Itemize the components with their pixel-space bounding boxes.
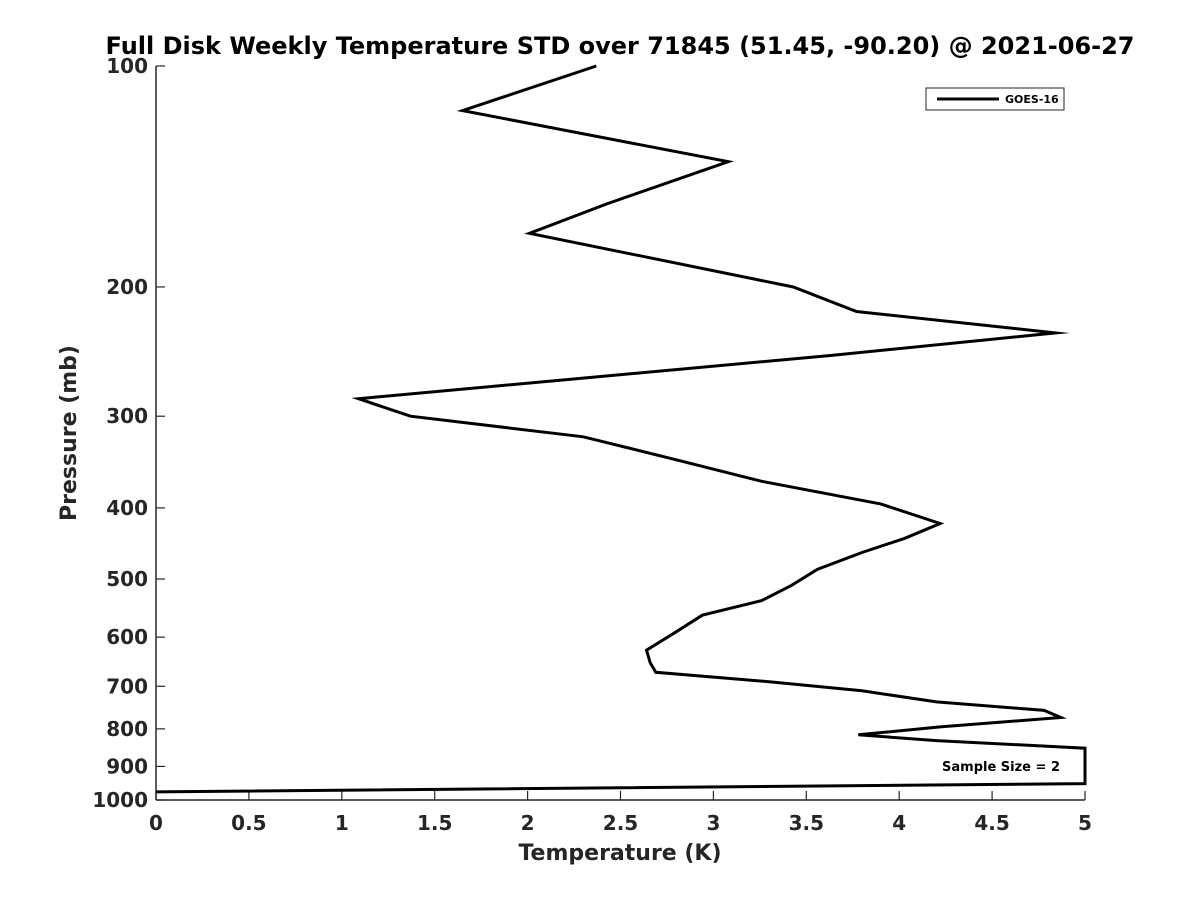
y-tick-label: 500 (106, 567, 148, 591)
x-tick-label: 0.5 (231, 811, 266, 835)
x-tick-label: 2.5 (603, 811, 638, 835)
legend: GOES-16 (925, 87, 1065, 111)
plot-area (156, 66, 1085, 800)
y-tick-label: 300 (106, 404, 148, 428)
x-tick-label: 4 (892, 811, 906, 835)
x-tick-label: 5 (1078, 811, 1092, 835)
x-tick-label: 4.5 (974, 811, 1009, 835)
series-layer (155, 64, 1087, 794)
x-tick-label: 1 (335, 811, 349, 835)
x-axis-ticks: 0 0.5 1 1.5 2 2.5 3 3.5 4 4.5 5 (149, 791, 1092, 835)
y-tick-label: 100 (106, 54, 148, 78)
y-axis-label: Pressure (mb) (57, 345, 82, 521)
y-tick-label: 400 (106, 496, 148, 520)
x-tick-label: 1.5 (417, 811, 452, 835)
x-tick-label: 2 (521, 811, 535, 835)
y-tick-label: 800 (106, 717, 148, 741)
x-axis-label: Temperature (K) (518, 841, 721, 866)
sample-size-annotation: Sample Size = 2 (942, 760, 1060, 775)
y-tick-label: 200 (106, 275, 148, 299)
y-tick-label: 1000 (92, 788, 148, 812)
legend-label-goes-16: GOES-16 (1005, 93, 1059, 106)
y-tick-label: 900 (106, 754, 148, 778)
chart-title: Full Disk Weekly Temperature STD over 71… (106, 32, 1135, 60)
y-tick-label: 600 (106, 625, 148, 649)
x-tick-label: 3 (706, 811, 720, 835)
series-line-goes-16 (155, 64, 1087, 794)
x-tick-label: 3.5 (789, 811, 824, 835)
x-tick-label: 0 (149, 811, 163, 835)
y-axis-ticks: 100 200 300 400 500 600 700 800 900 1000 (92, 54, 165, 812)
plot-background (156, 66, 1085, 800)
y-tick-label: 700 (106, 674, 148, 698)
